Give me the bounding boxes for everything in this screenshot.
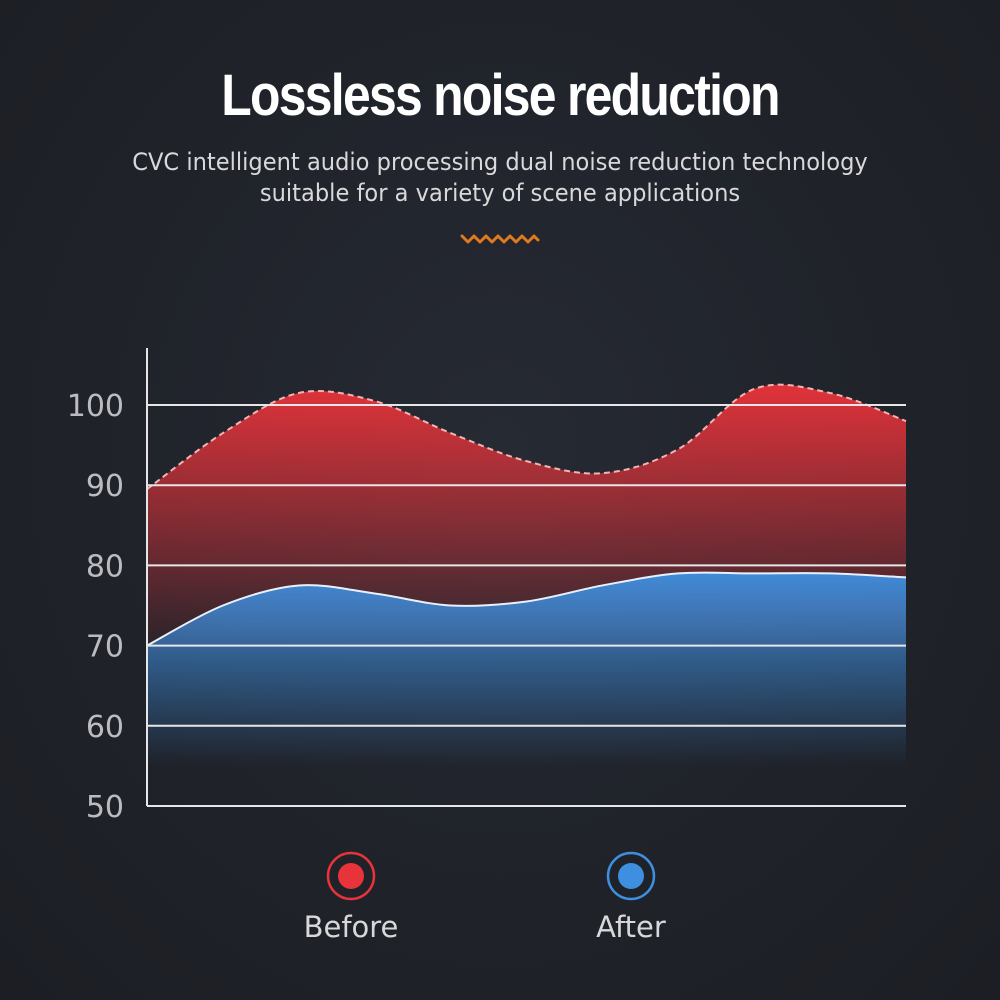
y-tick-label-70: 70 (86, 630, 124, 665)
red-circle-icon (326, 851, 376, 901)
y-tick-label-50: 50 (86, 790, 124, 825)
y-tick-label-90: 90 (86, 469, 124, 504)
zigzag-divider-icon (460, 234, 540, 244)
line-after (146, 571, 907, 647)
y-tick-label-100: 100 (67, 389, 124, 424)
y-tick-label-60: 60 (86, 710, 124, 745)
area-after (147, 572, 906, 806)
y-tick-label-80: 80 (86, 549, 124, 584)
page-title: Lossless noise reduction (221, 63, 780, 128)
legend-item-before: Before (251, 850, 451, 944)
legend-item-after: After (531, 850, 731, 944)
line-before (146, 383, 907, 491)
subtitle-line-1: CVC intelligent audio processing dual no… (132, 148, 868, 176)
blue-circle-icon (606, 851, 656, 901)
legend-label-after: After (596, 910, 666, 944)
legend-label-before: Before (303, 910, 399, 944)
subtitle-line-2: suitable for a variety of scene applicat… (259, 179, 741, 207)
